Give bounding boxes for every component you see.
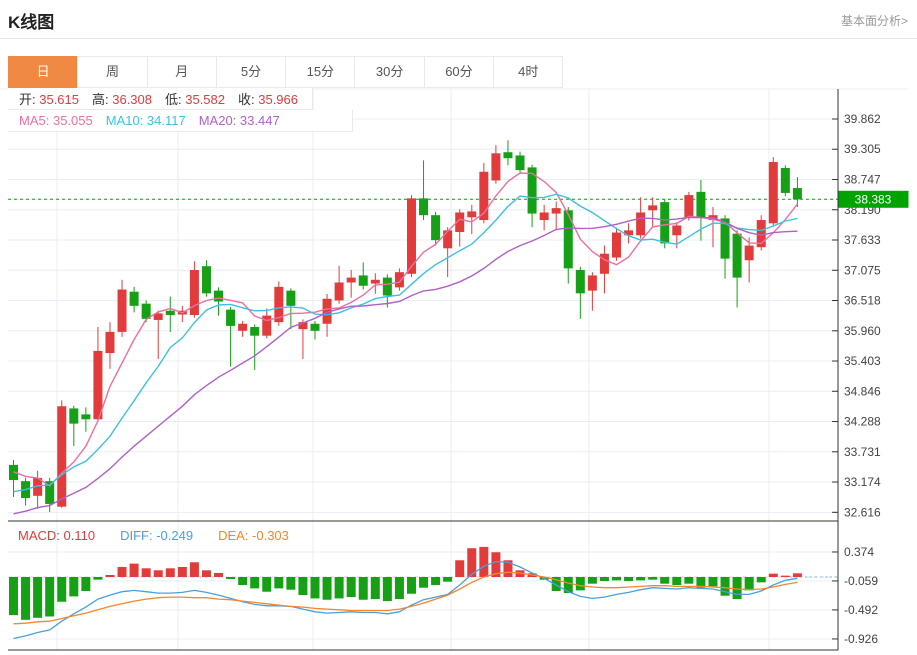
svg-text:33.731: 33.731	[844, 445, 881, 459]
dea-line	[13, 571, 798, 625]
tab-period-7[interactable]: 4时	[493, 56, 564, 88]
tab-period-1[interactable]: 周	[77, 56, 148, 88]
svg-text:39.305: 39.305	[844, 142, 881, 156]
tab-period-6[interactable]: 60分	[423, 56, 495, 88]
tab-period-0[interactable]: 日	[8, 56, 79, 88]
page-title: K线图	[8, 13, 55, 32]
svg-text:38.383: 38.383	[855, 192, 892, 206]
tab-period-2[interactable]: 月	[146, 56, 217, 88]
svg-text:38.747: 38.747	[844, 173, 881, 187]
info-segment: DEA: -0.303	[218, 527, 289, 543]
title-divider	[0, 38, 917, 39]
svg-text:36.518: 36.518	[844, 294, 881, 308]
svg-text:35.960: 35.960	[844, 324, 881, 338]
svg-text:-0.492: -0.492	[844, 603, 878, 617]
svg-text:-0.926: -0.926	[844, 632, 878, 646]
info-segment: 低: 35.582	[165, 92, 225, 107]
period-tabbar: 日周月 5分 15分 30分 60分 4时	[8, 56, 564, 88]
info-segment: MA20: 33.447	[198, 113, 280, 128]
info-segment: DIFF: -0.249	[120, 527, 194, 543]
info-segment: MACD: 0.110	[18, 527, 96, 543]
diff-line	[13, 560, 798, 640]
tab-period-5[interactable]: 30分	[354, 56, 425, 88]
info-segment: 开: 35.615	[19, 92, 79, 107]
ma10-line	[13, 193, 798, 493]
tab-period-3[interactable]: 5分	[215, 56, 287, 88]
svg-text:0.374: 0.374	[844, 545, 874, 559]
candles-layer	[9, 140, 802, 513]
ma20-line	[13, 216, 798, 515]
svg-text:-0.059: -0.059	[844, 574, 878, 588]
macd-info-row: MACD: 0.110 DIFF: -0.249 DEA: -0.303	[8, 523, 304, 547]
info-segment: MA10: 34.117	[105, 113, 186, 128]
fundamental-analysis-link[interactable]: 基本面分析>	[840, 14, 908, 28]
svg-text:35.403: 35.403	[844, 354, 881, 368]
svg-text:34.288: 34.288	[844, 415, 881, 429]
svg-text:37.633: 37.633	[844, 233, 881, 247]
svg-text:33.174: 33.174	[844, 475, 881, 489]
tab-period-4[interactable]: 15分	[285, 56, 356, 88]
info-segment: MA5: 35.055	[19, 113, 93, 128]
svg-text:39.862: 39.862	[844, 112, 881, 126]
svg-text:37.075: 37.075	[844, 263, 881, 277]
ma5-line	[13, 172, 798, 487]
info-segment: 高: 36.308	[92, 92, 152, 107]
svg-text:32.616: 32.616	[844, 505, 881, 519]
svg-text:34.846: 34.846	[844, 384, 881, 398]
ohlc-info-row: 开: 35.615 高: 36.308 低: 35.582 收: 35.966	[8, 88, 313, 110]
ma-info-row: MA5: 35.055 MA10: 34.117 MA20: 33.447	[8, 110, 353, 132]
info-segment: 收: 35.966	[238, 92, 298, 107]
